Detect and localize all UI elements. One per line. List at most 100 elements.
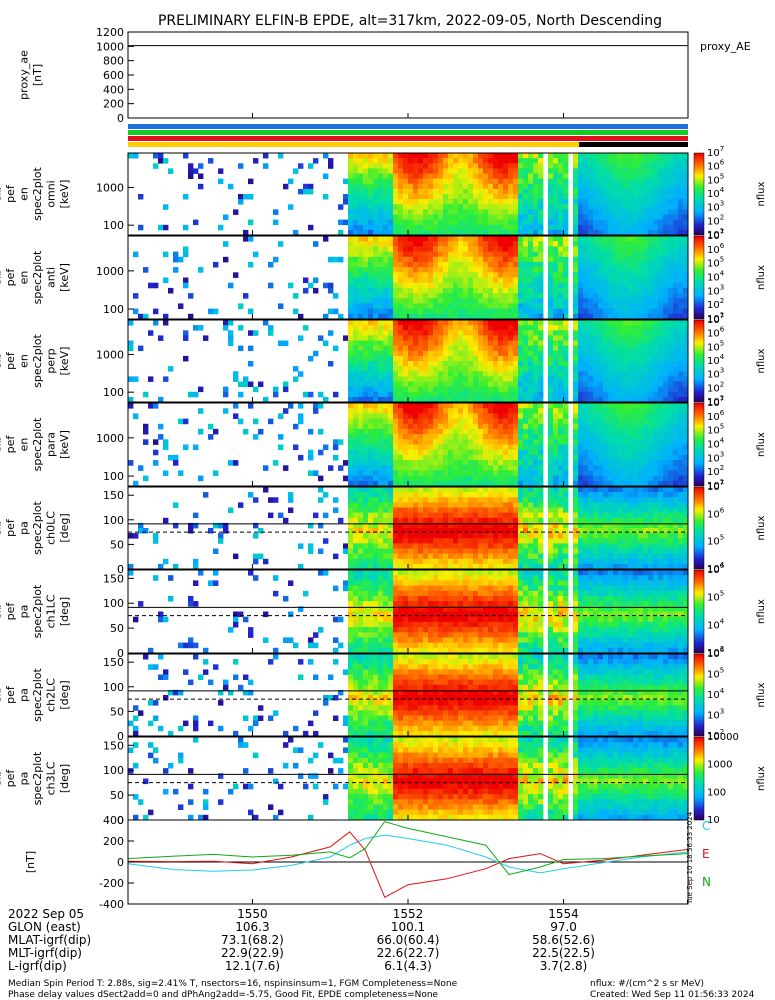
heatmap-cell — [388, 350, 394, 357]
heatmap-cell — [603, 428, 609, 435]
heatmap-cell — [423, 543, 429, 549]
heatmap-cell — [413, 517, 419, 524]
heatmap-cell — [503, 475, 509, 482]
heatmap-cell — [678, 303, 684, 309]
heatmap-cell — [353, 214, 359, 220]
heatmap-cell — [373, 444, 379, 451]
heatmap-cell — [523, 229, 529, 236]
heatmap-cell — [463, 330, 469, 336]
heatmap-cell — [553, 434, 559, 440]
heatmap-cell — [223, 325, 229, 331]
heatmap-cell — [418, 386, 424, 393]
heatmap-cell — [653, 194, 659, 200]
heatmap-cell — [683, 386, 689, 393]
heatmap-cell — [648, 470, 654, 476]
heatmap-cell — [428, 303, 434, 309]
heatmap-cell — [463, 454, 469, 461]
heatmap-cell — [538, 330, 544, 336]
heatmap-cell — [548, 413, 554, 419]
heatmap-cell — [643, 350, 649, 357]
heatmap-cell — [658, 158, 664, 164]
heatmap-cell — [653, 325, 659, 331]
heatmap-cell — [408, 487, 414, 493]
heatmap-cell — [213, 522, 219, 529]
heatmap-cell — [483, 246, 489, 252]
heatmap-cell — [593, 241, 599, 247]
heatmap-cell — [528, 371, 534, 377]
heatmap-cell — [438, 512, 444, 519]
heatmap-cell — [438, 465, 444, 471]
heatmap-cell — [573, 386, 579, 393]
heatmap-cell — [553, 460, 559, 466]
heatmap-cell — [603, 313, 609, 320]
heatmap-cell — [458, 246, 464, 252]
heatmap-cell — [418, 158, 424, 164]
heatmap-cell — [528, 183, 534, 190]
heatmap-cell — [433, 517, 439, 524]
heatmap-cell — [588, 313, 594, 320]
heatmap-cell — [583, 246, 589, 252]
heatmap-cell — [368, 325, 374, 331]
heatmap-cell — [353, 408, 359, 414]
heatmap-cell — [468, 350, 474, 357]
heatmap-cell — [558, 277, 564, 284]
heatmap-cell — [598, 246, 604, 252]
heatmap-cell — [643, 188, 649, 195]
heatmap-cell — [453, 219, 459, 226]
heatmap-cell — [573, 236, 579, 242]
heatmap-cell — [483, 298, 489, 304]
heatmap-cell — [378, 413, 384, 419]
heatmap-cell — [673, 229, 679, 236]
heatmap-cell — [378, 396, 384, 403]
heatmap-cell — [283, 386, 289, 393]
heatmap-cell — [473, 229, 479, 236]
heatmap-cell — [408, 434, 414, 440]
heatmap-cell — [383, 548, 389, 554]
heatmap-cell — [413, 439, 419, 445]
heatmap-cell — [563, 403, 569, 409]
heatmap-cell — [628, 168, 634, 174]
heatmap-cell — [628, 449, 634, 456]
heatmap-cell — [443, 199, 449, 205]
heatmap-cell — [653, 413, 659, 419]
heatmap-cell — [448, 330, 454, 336]
heatmap-cell — [613, 376, 619, 382]
heatmap-cell — [148, 330, 154, 336]
heatmap-cell — [588, 320, 594, 326]
heatmap-cell — [633, 355, 639, 362]
heatmap-cell — [643, 423, 649, 430]
heatmap-cell — [533, 413, 539, 419]
heatmap-cell — [678, 465, 684, 471]
heatmap-cell — [663, 403, 669, 409]
heatmap-cell — [503, 173, 509, 179]
heatmap-cell — [393, 219, 399, 226]
heatmap-cell — [413, 449, 419, 456]
heatmap-cell — [678, 340, 684, 346]
heatmap-cell — [353, 219, 359, 226]
heatmap-cell — [478, 428, 484, 435]
heatmap-cell — [578, 183, 584, 190]
heatmap-cell — [453, 256, 459, 263]
heatmap-cell — [443, 449, 449, 456]
heatmap-cell — [413, 303, 419, 309]
heatmap-cell — [678, 194, 684, 200]
heatmap-cell — [358, 153, 364, 159]
heatmap-cell — [663, 251, 669, 258]
heatmap-cell — [613, 272, 619, 278]
heatmap-cell — [548, 277, 554, 284]
heatmap-cell — [488, 355, 494, 362]
heatmap-cell — [348, 194, 354, 200]
heatmap-cell — [498, 350, 504, 357]
heatmap-cell — [623, 261, 629, 268]
heatmap-cell — [443, 188, 449, 195]
y-tick-label: 0 — [117, 112, 124, 125]
heatmap-cell — [578, 219, 584, 226]
heatmap-cell — [403, 548, 409, 554]
heatmap-cell — [478, 178, 484, 185]
heatmap-cell — [653, 403, 659, 409]
heatmap-cell — [388, 413, 394, 419]
heatmap-cell — [628, 313, 634, 320]
heatmap-cell — [633, 209, 639, 215]
heatmap-cell — [538, 313, 544, 320]
heatmap-cell — [563, 465, 569, 471]
